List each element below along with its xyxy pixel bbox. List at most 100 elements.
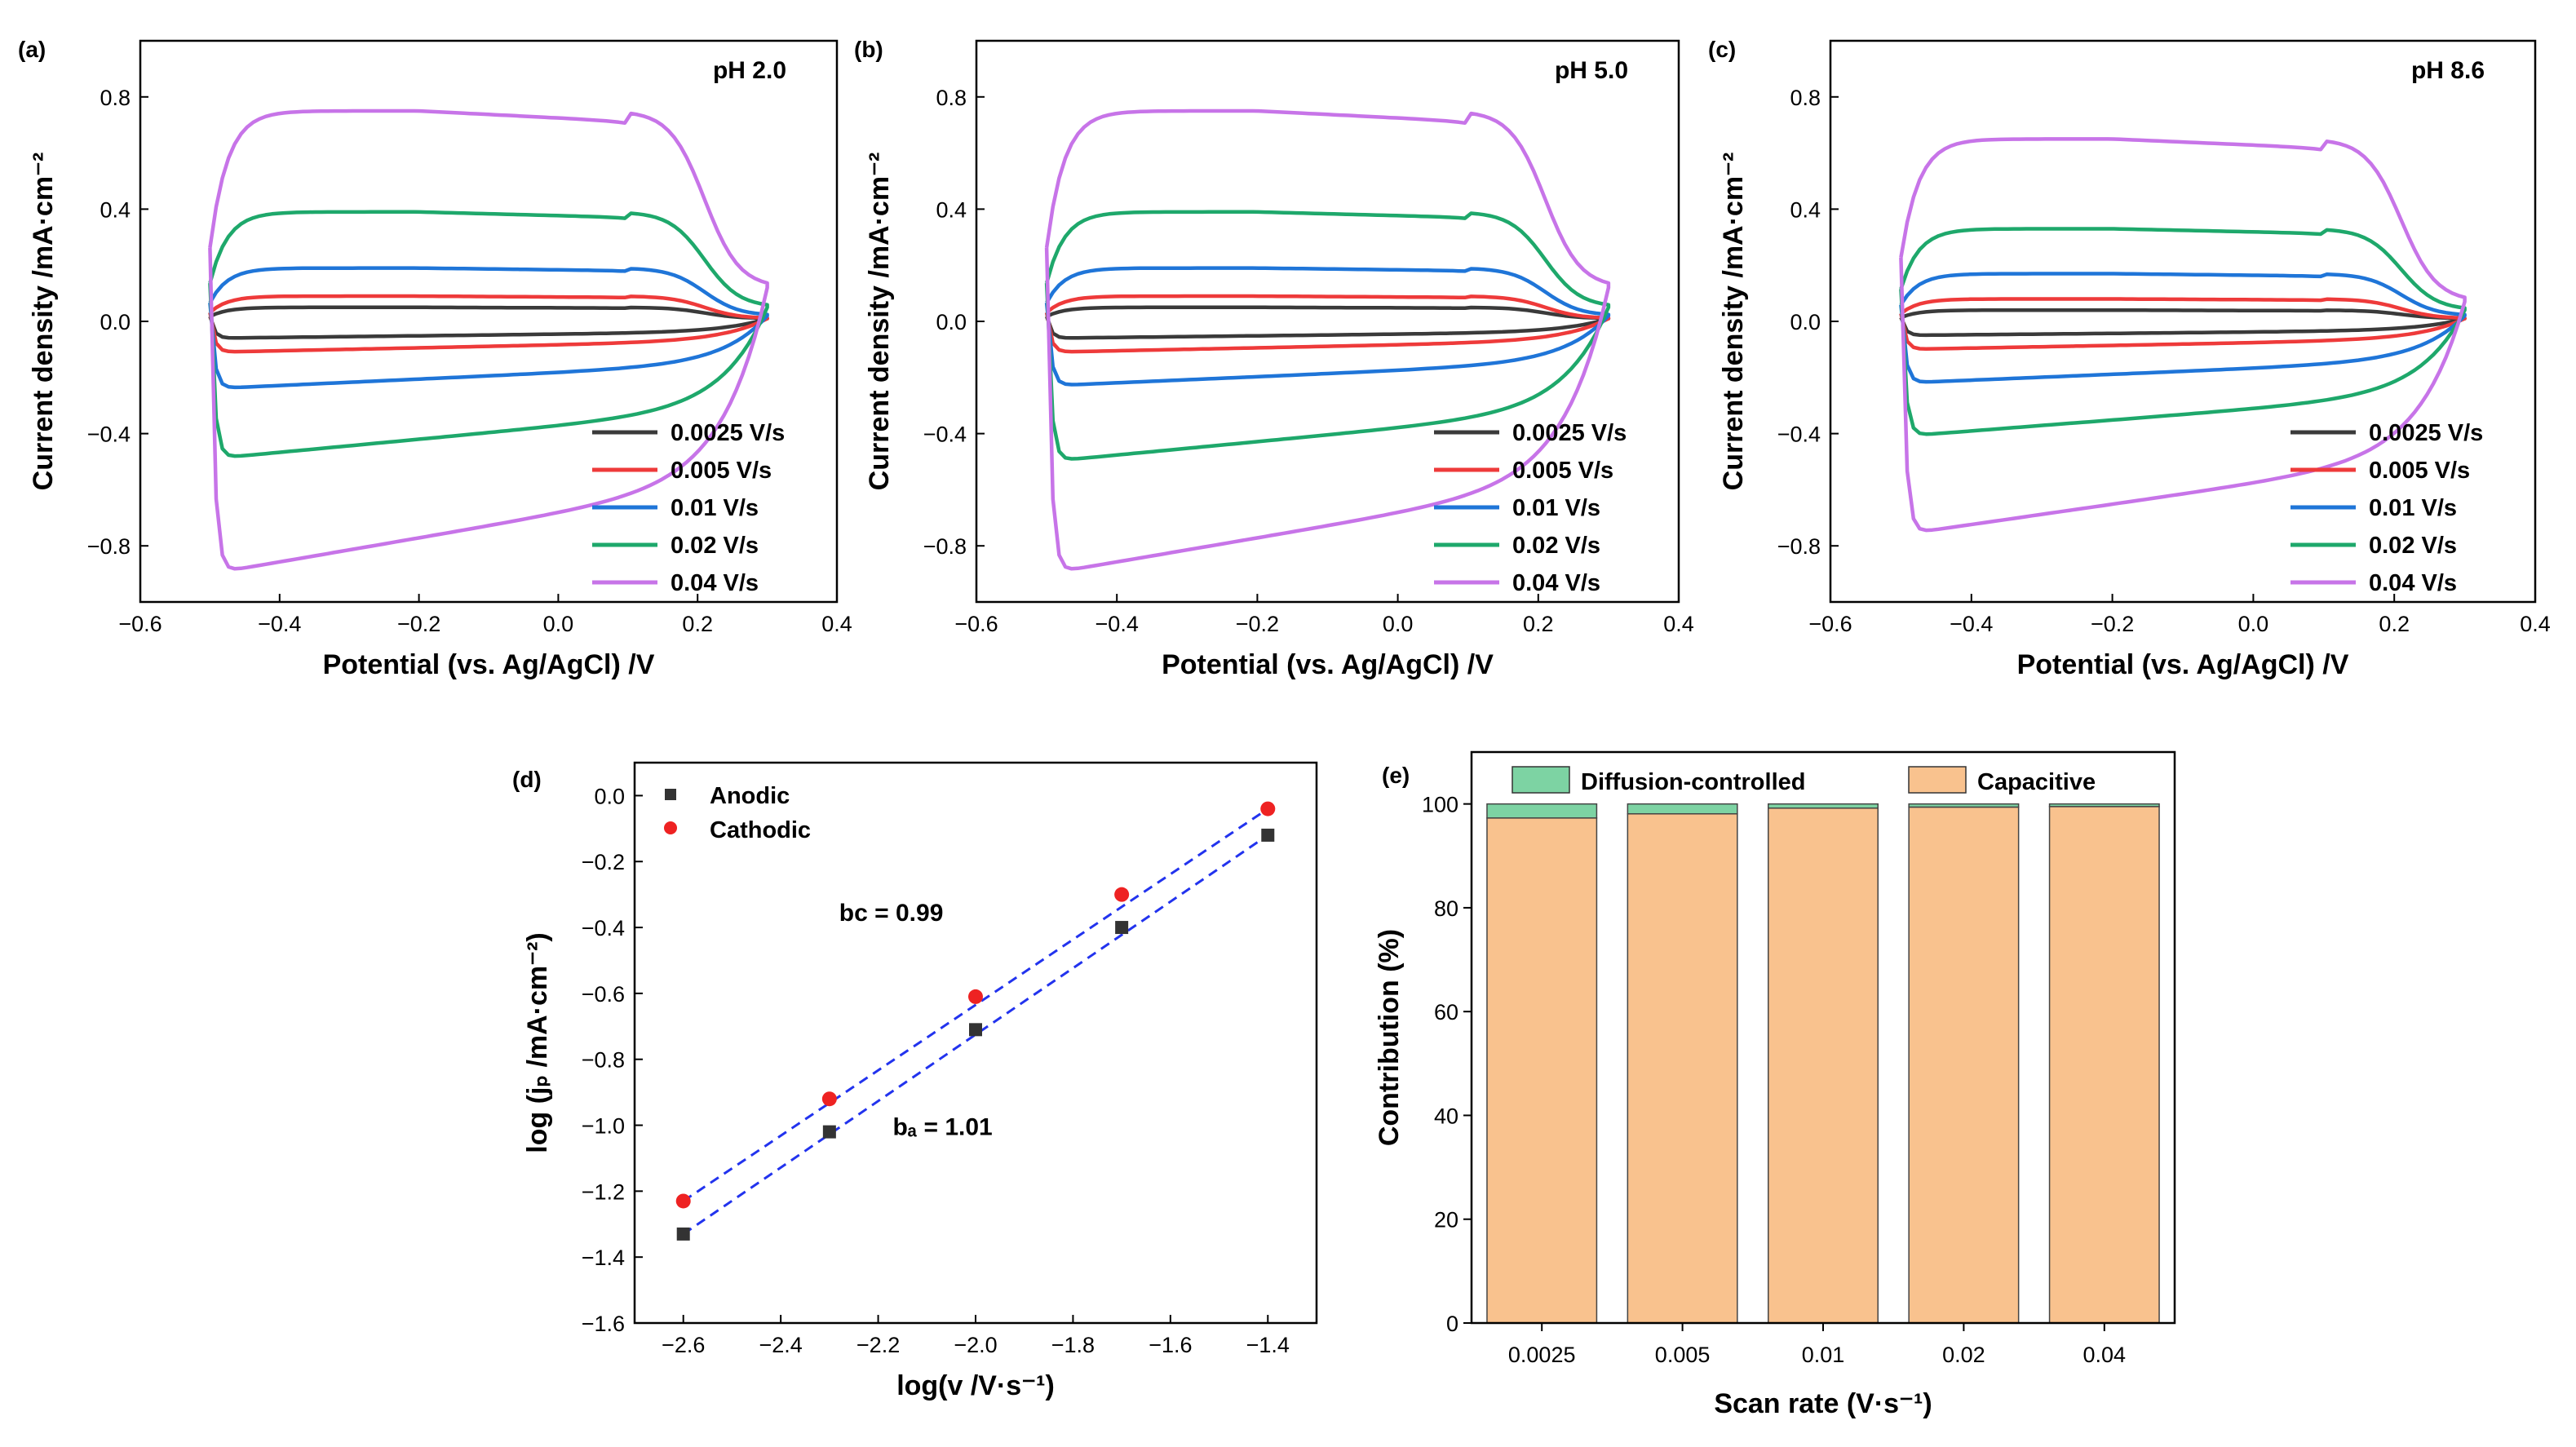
cv-y-tick-label: 0.0 (100, 310, 131, 334)
capacitive-bar (1486, 817, 1598, 1324)
cathodic-point (675, 1193, 691, 1209)
d-y-tick-label: −1.4 (582, 1246, 625, 1270)
cv-x-tick-label: −0.4 (1095, 612, 1139, 636)
cv-x-tick-label: −0.6 (1808, 612, 1852, 636)
legend-label: 0.0025 V/s (671, 420, 785, 446)
cv-y-tick-label: 0.8 (936, 86, 967, 110)
cv-curve (1899, 272, 2467, 384)
d-x-tick-label: −2.4 (759, 1333, 802, 1357)
cathodic-point (968, 989, 983, 1004)
ph-annotation: pH 8.6 (2411, 57, 2485, 84)
d-y-tick-label: 0.0 (594, 784, 625, 808)
cv-x-tick-label: 0.2 (2379, 612, 2410, 636)
diffusion-bar (2048, 803, 2160, 808)
legend-cathodic-label: Cathodic (710, 817, 811, 843)
legend-label: 0.02 V/s (671, 533, 759, 559)
ph-annotation: pH 5.0 (1555, 57, 1628, 84)
cv-x-tick-label: 0.4 (1663, 612, 1694, 636)
cv-x-tick-label: 0.4 (2520, 612, 2551, 636)
panel-label: (d) (512, 767, 542, 792)
legend-label: 0.04 V/s (671, 570, 759, 596)
cv-curve (1044, 305, 1611, 340)
d-x-tick-label: −2.0 (954, 1333, 997, 1357)
cv-x-tick-label: −0.4 (1950, 612, 1993, 636)
cathodic-point (1114, 887, 1130, 902)
legend-label: 0.04 V/s (1512, 570, 1600, 596)
cv-curve (1899, 297, 2467, 351)
cv-curve (1044, 266, 1611, 387)
cv-x-axis-label: Potential (vs. Ag/AgCl) /V (323, 649, 655, 680)
cv-y-tick-label: −0.8 (1777, 534, 1821, 559)
cv-panel-b: −0.6 −0.4 −0.2 0.0 0.2 0.4 −0.8 −0.4 0.0 0.4 0.8 Po… (854, 37, 1694, 680)
cv-curve (1899, 137, 2467, 533)
cv-x-tick-label: −0.2 (2091, 612, 2134, 636)
legend-label: 0.005 V/s (671, 458, 772, 484)
e-x-axis-label: Scan rate (V·s⁻¹) (1714, 1388, 1932, 1419)
d-y-tick-label: −1.6 (582, 1312, 625, 1336)
cv-y-tick-label: 0.0 (1790, 310, 1821, 334)
e-y-tick-label: 80 (1434, 896, 1458, 921)
cv-curve (1044, 108, 1611, 571)
cv-x-tick-label: −0.4 (258, 612, 301, 636)
capacitive-bar (1627, 812, 1738, 1324)
d-x-tick-label: −2.2 (856, 1333, 900, 1357)
log-plot-panel-d: −2.6 −2.4 −2.2 −2.0 −1.8 −1.6 −1.4 −1.6 −1.4 −1.2… (512, 761, 1318, 1401)
cv-y-tick-label: 0.8 (1790, 86, 1821, 110)
cv-curve (1044, 294, 1611, 354)
e-y-tick-label: 40 (1434, 1104, 1458, 1128)
e-x-tick-label: 0.0025 (1508, 1343, 1576, 1367)
legend-label: 0.0025 V/s (2369, 420, 2483, 446)
cv-x-tick-label: −0.6 (118, 612, 162, 636)
bar-panel-e: 0.0025 0.005 0.01 0.02 0.04 0 20 40 60 80 100 Scan … (1374, 750, 2176, 1419)
anodic-point (676, 1227, 690, 1241)
cv-x-axis-label: Potential (vs. Ag/AgCl) /V (1162, 649, 1494, 680)
ba-annotation: bₐ = 1.01 (892, 1114, 992, 1141)
d-y-tick-label: −0.4 (582, 916, 625, 940)
cv-y-tick-label: −0.4 (923, 423, 967, 447)
diffusion-bar (1908, 803, 2020, 808)
e-y-tick-label: 100 (1422, 793, 1458, 817)
legend-capacitive-label: Capacitive (1977, 769, 2096, 795)
cv-x-tick-label: 0.0 (1383, 612, 1414, 636)
legend-diffusion-label: Diffusion-controlled (1581, 769, 1805, 795)
fit-line (682, 834, 1269, 1236)
d-x-tick-label: −1.6 (1149, 1333, 1192, 1357)
cv-y-tick-label: −0.8 (87, 534, 131, 559)
panel-label: (e) (1382, 763, 1410, 788)
e-x-tick-label: 0.02 (1942, 1343, 1985, 1367)
cathodic-point (821, 1091, 837, 1107)
d-frame (633, 761, 1318, 1325)
d-y-tick-label: −0.6 (582, 982, 625, 1007)
legend-label: 0.04 V/s (2369, 570, 2457, 596)
cv-x-tick-label: −0.2 (1236, 612, 1279, 636)
fit-line (682, 808, 1269, 1202)
diffusion-bar (1627, 803, 1738, 815)
e-x-tick-label: 0.005 (1655, 1343, 1711, 1367)
cv-panel-a: −0.6 −0.4 −0.2 0.0 0.2 0.4 −0.8 −0.4 0.0 0.4 0.8 Po… (18, 37, 852, 680)
cv-curve (208, 294, 769, 354)
e-y-tick-label: 60 (1434, 1000, 1458, 1024)
e-x-tick-label: 0.04 (2083, 1343, 2127, 1367)
e-y-tick-label: 20 (1434, 1208, 1458, 1232)
legend-label: 0.0025 V/s (1512, 420, 1627, 446)
d-x-tick-label: −1.4 (1246, 1333, 1290, 1357)
cv-curve (1044, 210, 1611, 461)
cv-x-tick-label: −0.6 (954, 612, 998, 636)
cv-y-tick-label: 0.4 (936, 197, 967, 222)
legend-label: 0.02 V/s (1512, 533, 1600, 559)
diffusion-bar (1486, 803, 1598, 819)
anodic-point (969, 1023, 982, 1037)
legend-cathodic-marker (664, 821, 677, 834)
legend-label: 0.02 V/s (2369, 533, 2457, 559)
legend-anodic-label: Anodic (710, 783, 790, 809)
cv-curve (1899, 227, 2467, 436)
cv-y-tick-label: 0.4 (100, 197, 131, 222)
legend-capacitive-swatch (1908, 766, 1967, 794)
panel-label: (c) (1708, 37, 1736, 62)
cv-x-tick-label: 0.2 (1523, 612, 1554, 636)
legend-label: 0.01 V/s (1512, 495, 1600, 521)
cv-curve (208, 266, 769, 390)
d-x-tick-label: −2.6 (662, 1333, 705, 1357)
legend-label: 0.01 V/s (671, 495, 759, 521)
